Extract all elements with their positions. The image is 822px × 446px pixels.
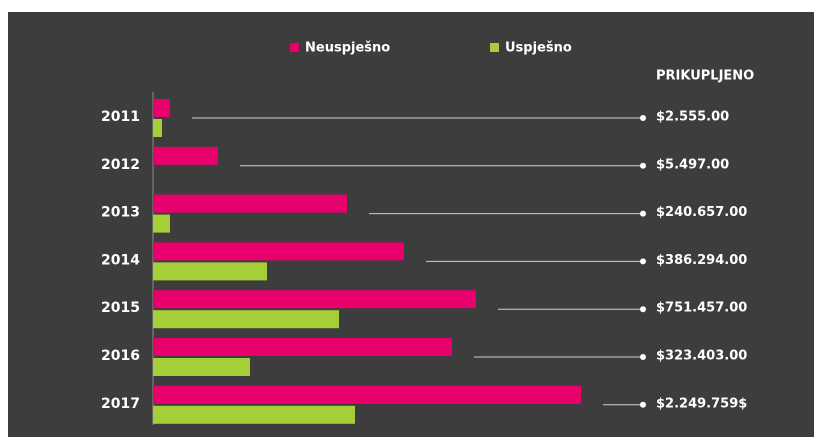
legend-label: Neuspješno (305, 41, 390, 56)
bar (153, 310, 339, 329)
legend-label: Uspješno (505, 41, 572, 56)
connector-dot (640, 258, 646, 265)
y-tick-label: 2014 (101, 252, 140, 268)
connector-dot (640, 306, 646, 313)
bar (153, 262, 267, 281)
total-label: $386.294.00 (656, 253, 747, 268)
total-label: $751.457.00 (656, 301, 747, 316)
bar (153, 338, 452, 356)
connector-dot (640, 354, 646, 360)
bar (153, 99, 170, 117)
connector-dot (640, 210, 646, 217)
connector-dot (640, 401, 646, 408)
total-label: $2.249.759$ (656, 396, 747, 411)
y-tick-label: 2011 (101, 109, 140, 125)
bar (153, 290, 476, 309)
bar (153, 214, 170, 233)
legend-swatch (290, 43, 299, 52)
connector-dot (640, 115, 646, 121)
total-label: $5.497.00 (656, 157, 729, 172)
bar (153, 194, 347, 213)
bar (153, 358, 250, 376)
bar (153, 242, 404, 261)
total-label: $323.403.00 (656, 349, 747, 364)
y-tick-label: 2015 (101, 300, 140, 316)
connector-dot (640, 162, 646, 169)
background (8, 12, 814, 437)
bar (153, 119, 162, 137)
bar (153, 146, 218, 165)
y-tick-label: 2012 (101, 157, 140, 173)
y-tick-label: 2013 (101, 205, 140, 221)
bar (153, 405, 355, 424)
total-header: PRIKUPLJENO (656, 69, 754, 84)
y-tick-label: 2017 (101, 396, 140, 412)
y-tick-label: 2016 (101, 348, 140, 364)
total-label: $240.657.00 (656, 205, 747, 220)
legend-swatch (490, 43, 499, 52)
bar (153, 385, 581, 404)
total-label: $2.555.00 (656, 110, 729, 125)
